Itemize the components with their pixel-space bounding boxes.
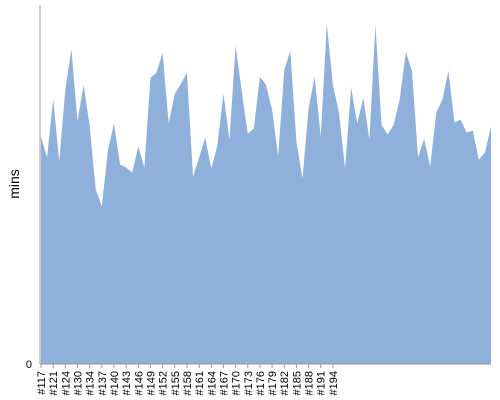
x-tick-label: #140	[109, 371, 121, 395]
x-tick-label: #194	[328, 371, 340, 395]
x-tick-label: #155	[170, 371, 182, 395]
x-tick-label: #121	[48, 371, 60, 395]
x-tick-label: #152	[158, 371, 170, 395]
x-tick-label: #137	[97, 371, 109, 395]
x-tick-label: #158	[182, 371, 194, 395]
x-tick-label: #182	[279, 371, 291, 395]
x-tick-label: #117	[36, 371, 48, 395]
y-axis-title: mins	[6, 169, 22, 199]
x-tick-label: #167	[218, 371, 230, 395]
x-tick-label: #130	[72, 371, 84, 395]
x-tick-label: #176	[255, 371, 267, 395]
x-tick-label: #173	[243, 371, 255, 395]
x-tick-label: #146	[133, 371, 145, 395]
x-tick-label: #191	[316, 371, 328, 395]
x-tick-label: #185	[291, 371, 303, 395]
x-tick-label: #170	[231, 371, 243, 395]
area-series	[41, 23, 491, 364]
y-ticks: 0	[26, 359, 32, 371]
x-tick-label: #164	[206, 371, 218, 395]
x-tick-label: #134	[85, 371, 97, 395]
x-ticks: #117 #121 #124 #130 #134 #137 #140 #143 #146 #149…	[36, 364, 340, 395]
x-tick-label: #149	[145, 371, 157, 395]
x-tick-label: #143	[121, 371, 133, 395]
x-tick-label: #188	[304, 371, 316, 395]
x-tick-label: #161	[194, 371, 206, 395]
y-tick-label: 0	[26, 359, 32, 371]
x-tick-label: #179	[267, 371, 279, 395]
x-tick-label: #124	[60, 371, 72, 395]
